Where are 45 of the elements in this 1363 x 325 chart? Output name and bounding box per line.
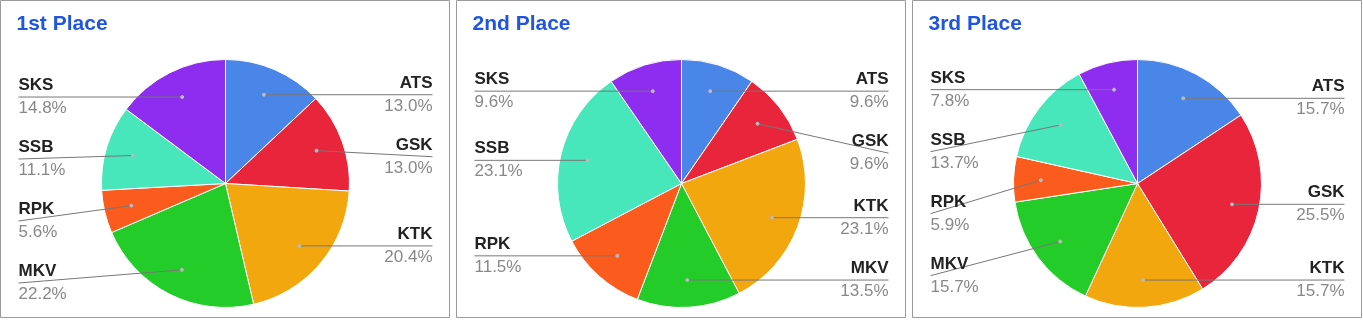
data-label: 11.1% xyxy=(18,160,66,180)
slice-label: SKS xyxy=(930,67,966,87)
data-label: 9.6% xyxy=(849,154,889,174)
data-label: 15.7% xyxy=(1296,281,1345,301)
slice-label: MKV xyxy=(930,253,969,273)
data-label: 15.7% xyxy=(1296,99,1345,119)
data-label: 22.2% xyxy=(18,284,67,304)
chart-title: 3rd Place xyxy=(928,10,1022,34)
slice-label: RPK xyxy=(18,199,56,219)
data-label: 5.6% xyxy=(18,222,58,242)
data-label: 13.5% xyxy=(840,281,889,301)
slice-label: SSB xyxy=(18,137,54,157)
slice-label: SKS xyxy=(18,75,54,95)
data-label: 23.1% xyxy=(840,218,889,238)
data-label: 25.5% xyxy=(1296,205,1345,225)
slice-label: ATS xyxy=(399,72,433,92)
data-label: 5.9% xyxy=(930,214,970,234)
slice-label: KTK xyxy=(397,223,434,243)
slice-label: SKS xyxy=(474,69,510,89)
slice-label: GSK xyxy=(851,131,890,151)
slice-label: SSB xyxy=(930,129,966,149)
slice-label: ATS xyxy=(855,69,889,89)
slice-label: GSK xyxy=(395,134,434,154)
slice-label: RPK xyxy=(474,233,512,253)
slice-label: MKV xyxy=(850,258,890,278)
slice-label: SSB xyxy=(474,138,510,158)
data-label: 9.6% xyxy=(474,92,514,112)
slice-label: ATS xyxy=(1311,76,1345,96)
data-label: 7.8% xyxy=(930,90,970,110)
data-label: 14.8% xyxy=(18,98,67,118)
chart-title: 1st Place xyxy=(16,10,108,34)
data-label: 13.7% xyxy=(930,152,979,172)
chart-title: 2nd Place xyxy=(472,10,571,34)
slice-label: KTK xyxy=(853,195,890,215)
data-label: 11.5% xyxy=(474,256,522,276)
slice-label: KTK xyxy=(1309,258,1346,278)
data-label: 23.1% xyxy=(474,161,523,181)
data-label: 13.0% xyxy=(384,157,433,177)
data-label: 9.6% xyxy=(849,92,889,112)
slice-label: MKV xyxy=(18,261,57,281)
data-label: 15.7% xyxy=(930,276,979,296)
slice-label: GSK xyxy=(1307,182,1346,202)
data-label: 13.0% xyxy=(384,95,433,115)
data-label: 20.4% xyxy=(384,246,433,266)
slice-label: RPK xyxy=(930,191,968,211)
